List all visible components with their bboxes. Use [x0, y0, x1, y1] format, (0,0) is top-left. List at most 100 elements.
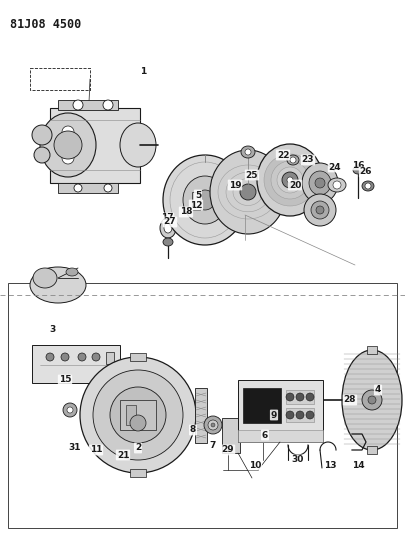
Text: 26: 26	[360, 167, 372, 176]
Ellipse shape	[302, 163, 338, 203]
Text: 15: 15	[59, 376, 71, 384]
Ellipse shape	[210, 150, 286, 234]
Ellipse shape	[120, 123, 156, 167]
Text: 22: 22	[277, 150, 289, 159]
Text: 8: 8	[190, 425, 196, 434]
Ellipse shape	[257, 144, 323, 216]
Bar	[50, 108, 140, 183]
Text: 12: 12	[190, 200, 202, 209]
Ellipse shape	[93, 370, 183, 460]
Text: 25: 25	[246, 171, 258, 180]
Ellipse shape	[63, 403, 77, 417]
Bar	[120, 400, 156, 430]
Ellipse shape	[160, 218, 176, 238]
Text: 11: 11	[90, 446, 102, 455]
Ellipse shape	[365, 183, 371, 189]
Ellipse shape	[74, 184, 82, 192]
Ellipse shape	[30, 267, 86, 303]
Ellipse shape	[183, 176, 227, 224]
Text: 21: 21	[117, 450, 129, 459]
Ellipse shape	[311, 201, 329, 219]
Ellipse shape	[259, 414, 267, 422]
Bar	[367, 346, 377, 354]
Ellipse shape	[362, 181, 374, 191]
Ellipse shape	[309, 171, 331, 195]
Bar	[243, 388, 281, 423]
Ellipse shape	[211, 423, 215, 427]
Bar	[58, 183, 118, 193]
Ellipse shape	[33, 268, 57, 288]
Bar	[238, 430, 323, 442]
Ellipse shape	[271, 161, 309, 199]
Text: 6: 6	[262, 431, 268, 440]
Text: 24: 24	[329, 163, 341, 172]
Ellipse shape	[163, 155, 247, 245]
Bar	[126, 405, 136, 425]
Ellipse shape	[245, 149, 251, 155]
Bar	[130, 469, 146, 477]
Ellipse shape	[208, 420, 218, 430]
Ellipse shape	[179, 221, 193, 231]
Bar	[286, 390, 314, 404]
Ellipse shape	[67, 407, 73, 413]
Text: 31: 31	[69, 443, 81, 453]
Ellipse shape	[287, 155, 299, 165]
Ellipse shape	[357, 370, 367, 380]
Text: 14: 14	[352, 461, 365, 470]
Text: 29: 29	[222, 446, 234, 455]
Ellipse shape	[78, 353, 86, 361]
Text: 3: 3	[49, 326, 55, 335]
Ellipse shape	[368, 396, 376, 404]
Ellipse shape	[195, 190, 215, 210]
Ellipse shape	[34, 147, 50, 163]
Text: 30: 30	[292, 456, 304, 464]
Ellipse shape	[353, 166, 363, 174]
Text: 2: 2	[135, 443, 141, 453]
Bar	[58, 100, 118, 110]
Ellipse shape	[62, 126, 74, 138]
Ellipse shape	[110, 387, 166, 443]
Ellipse shape	[183, 223, 189, 229]
Ellipse shape	[362, 390, 382, 410]
Ellipse shape	[241, 146, 255, 158]
Ellipse shape	[66, 268, 78, 276]
Ellipse shape	[130, 415, 146, 431]
Text: 1: 1	[140, 68, 146, 77]
Ellipse shape	[255, 410, 271, 426]
Ellipse shape	[164, 223, 172, 233]
Ellipse shape	[103, 100, 113, 110]
Bar	[222, 418, 240, 453]
Text: 18: 18	[180, 207, 192, 216]
Ellipse shape	[290, 157, 296, 163]
Bar	[286, 408, 314, 422]
Text: 7: 7	[210, 440, 216, 449]
Ellipse shape	[104, 184, 112, 192]
Ellipse shape	[62, 152, 74, 164]
Ellipse shape	[163, 238, 173, 246]
Ellipse shape	[240, 184, 256, 200]
Ellipse shape	[46, 353, 54, 361]
Bar	[32, 345, 120, 383]
Ellipse shape	[189, 209, 207, 227]
Ellipse shape	[204, 416, 222, 434]
Bar	[106, 352, 114, 364]
Text: 27: 27	[164, 217, 176, 227]
Ellipse shape	[40, 113, 96, 177]
Text: 10: 10	[249, 461, 261, 470]
Text: 5: 5	[195, 190, 201, 199]
Ellipse shape	[127, 441, 137, 449]
Ellipse shape	[296, 411, 304, 419]
Ellipse shape	[196, 216, 200, 220]
Text: 17: 17	[161, 214, 173, 222]
Ellipse shape	[316, 206, 324, 214]
Text: 13: 13	[324, 461, 336, 470]
Ellipse shape	[333, 181, 341, 189]
Ellipse shape	[315, 178, 325, 188]
Ellipse shape	[342, 350, 402, 450]
Text: 23: 23	[302, 156, 314, 165]
Ellipse shape	[286, 393, 294, 401]
Bar	[8, 283, 397, 528]
Text: 16: 16	[352, 160, 364, 169]
Ellipse shape	[296, 393, 304, 401]
Ellipse shape	[82, 413, 94, 423]
